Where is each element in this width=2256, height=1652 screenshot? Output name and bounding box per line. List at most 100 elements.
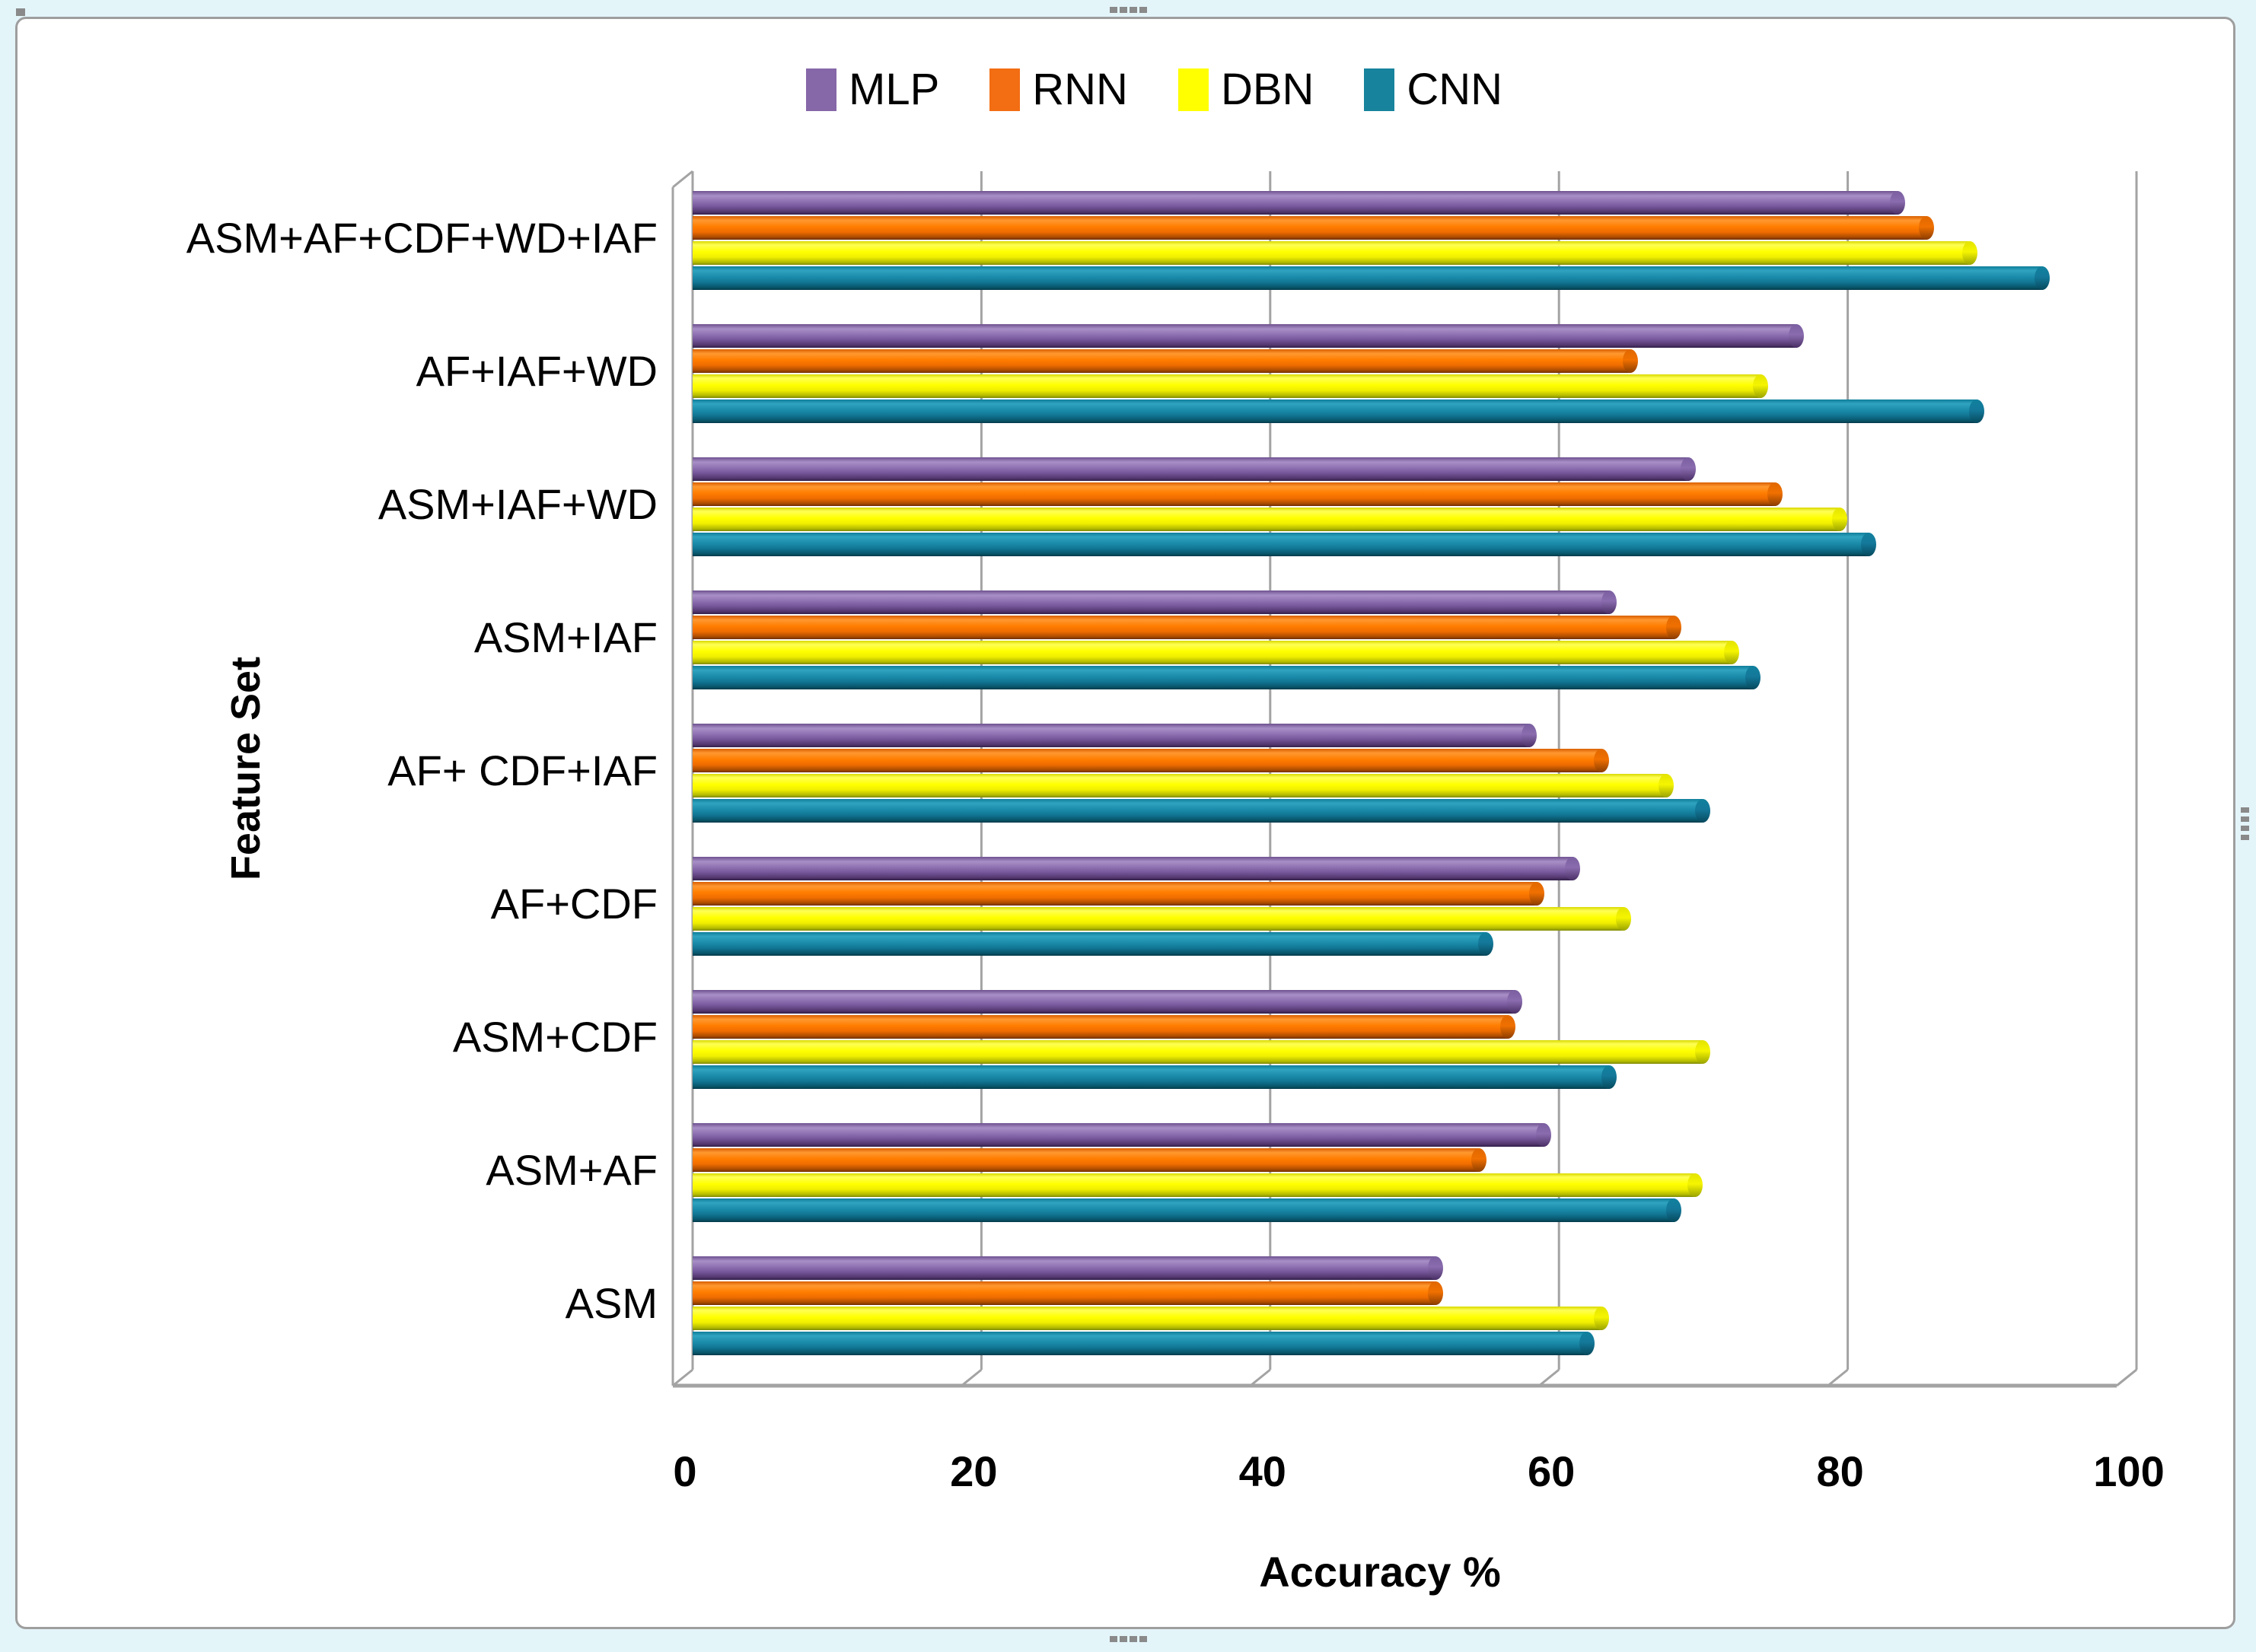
legend-swatch-dbn-icon (1177, 68, 1209, 111)
bar-end-cap (1601, 1065, 1617, 1089)
bar-end-cap (1919, 216, 1934, 240)
bar-end-cap (1861, 533, 1876, 556)
bar-end-cap (1623, 349, 1638, 373)
bar-dbn-4 (693, 774, 1674, 797)
bar-dbn-3 (693, 641, 1739, 664)
bar-end-cap (1890, 191, 1905, 215)
gridline-20-floor-bevel (961, 1368, 983, 1387)
bar-mlp-6 (693, 990, 1522, 1014)
bar-end-cap (1579, 1332, 1595, 1355)
bar-end-cap (1681, 457, 1696, 481)
bar-cnn-3 (693, 666, 1761, 689)
bar-end-cap (1962, 241, 1977, 265)
y-axis-title: Feature Set (223, 656, 269, 881)
bar-cnn-8 (693, 1332, 1595, 1355)
bar-end-cap (1507, 990, 1522, 1014)
bar-cnn-1 (693, 399, 1984, 423)
bar-body (693, 1148, 1480, 1172)
bar-end-cap (1687, 1173, 1703, 1197)
category-label-2: ASM+IAF+WD (378, 480, 658, 528)
bar-dbn-0 (693, 241, 1977, 265)
bar-end-cap (1500, 1015, 1515, 1039)
bar-end-cap (1594, 1307, 1609, 1330)
bar-body (693, 749, 1602, 772)
legend-item-mlp: MLP (806, 68, 939, 112)
bar-rnn-7 (693, 1148, 1486, 1172)
bar-end-cap (1478, 932, 1493, 956)
category-label-6: ASM+CDF (452, 1013, 658, 1061)
y-axis-top-bevel (672, 170, 693, 189)
bar-dbn-5 (693, 907, 1631, 931)
bar-mlp-0 (693, 191, 1905, 215)
bar-body (693, 616, 1674, 639)
bar-body (693, 399, 1977, 423)
bar-body (693, 216, 1927, 240)
category-label-7: ASM+AF (486, 1146, 658, 1194)
bar-cnn-4 (693, 799, 1710, 823)
bar-rnn-8 (693, 1281, 1443, 1305)
x-axis-title: Accuracy % (1259, 1548, 1501, 1596)
bar-cnn-5 (693, 932, 1493, 956)
bar-body (693, 1332, 1588, 1355)
bar-body (693, 857, 1573, 880)
bar-end-cap (1659, 774, 1674, 797)
bar-mlp-2 (693, 457, 1696, 481)
bar-end-cap (1695, 799, 1710, 823)
bar-body (693, 1040, 1703, 1064)
bar-body (693, 191, 1898, 215)
bar-body (693, 1123, 1544, 1147)
legend-item-cnn: CNN (1364, 68, 1502, 112)
bar-end-cap (1601, 590, 1617, 614)
bar-body (693, 932, 1486, 956)
legend-label: CNN (1407, 65, 1503, 114)
chart-canvas: MLP RNN DBN CNN ASM+AF+CDF+WD+IAF AF+IAF+WD A… (18, 19, 2233, 1627)
bar-body (693, 774, 1667, 797)
bar-end-cap (1767, 482, 1783, 506)
category-label-1: AF+IAF+WD (416, 347, 658, 395)
bar-body (693, 457, 1689, 481)
chart-figure[interactable]: MLP RNN DBN CNN ASM+AF+CDF+WD+IAF AF+IAF+WD A… (15, 17, 2235, 1629)
bar-body (693, 907, 1624, 931)
legend-swatch-rnn-icon (989, 68, 1021, 111)
bar-body (693, 1281, 1436, 1305)
x-tick-label-60: 60 (1528, 1447, 1576, 1495)
legend-label: RNN (1032, 65, 1128, 114)
bar-end-cap (1594, 749, 1609, 772)
bar-body (693, 374, 1761, 398)
bar-body (693, 266, 2043, 290)
legend-swatch-mlp-icon (806, 68, 836, 111)
bar-body (693, 799, 1703, 823)
x-tick-label-40: 40 (1238, 1447, 1286, 1495)
legend-item-dbn: DBN (1177, 65, 1314, 114)
legend-swatch-cnn-icon (1364, 68, 1395, 111)
bar-rnn-3 (693, 616, 1681, 639)
bar-end-cap (1789, 324, 1804, 348)
gridline-80-floor-bevel (1827, 1368, 1849, 1387)
selection-handle-corner-top-left[interactable] (16, 8, 25, 16)
bar-mlp-8 (693, 1256, 1443, 1280)
x-tick-label-20: 20 (950, 1447, 998, 1495)
legend-label: DBN (1220, 65, 1314, 114)
bar-end-cap (1529, 882, 1544, 906)
bar-body (693, 508, 1840, 531)
bar-end-cap (1428, 1256, 1443, 1280)
x-axis-right-bevel (2116, 1368, 2137, 1387)
category-label-0: ASM+AF+CDF+WD+IAF (186, 214, 658, 262)
bar-body (693, 990, 1515, 1014)
bar-rnn-1 (693, 349, 1638, 373)
category-label-8: ASM (565, 1279, 658, 1327)
bar-body (693, 241, 1971, 265)
bar-body (693, 482, 1776, 506)
bar-cnn-6 (693, 1065, 1617, 1089)
bar-body (693, 666, 1754, 689)
bar-rnn-2 (693, 482, 1783, 506)
bar-end-cap (1832, 508, 1847, 531)
bar-end-cap (1753, 374, 1768, 398)
bar-end-cap (1695, 1040, 1710, 1064)
bar-end-cap (1471, 1148, 1486, 1172)
legend-label: MLP (849, 65, 940, 114)
bar-mlp-7 (693, 1123, 1551, 1147)
bar-mlp-4 (693, 724, 1537, 747)
bar-body (693, 1256, 1436, 1280)
category-label-5: AF+CDF (490, 880, 658, 928)
